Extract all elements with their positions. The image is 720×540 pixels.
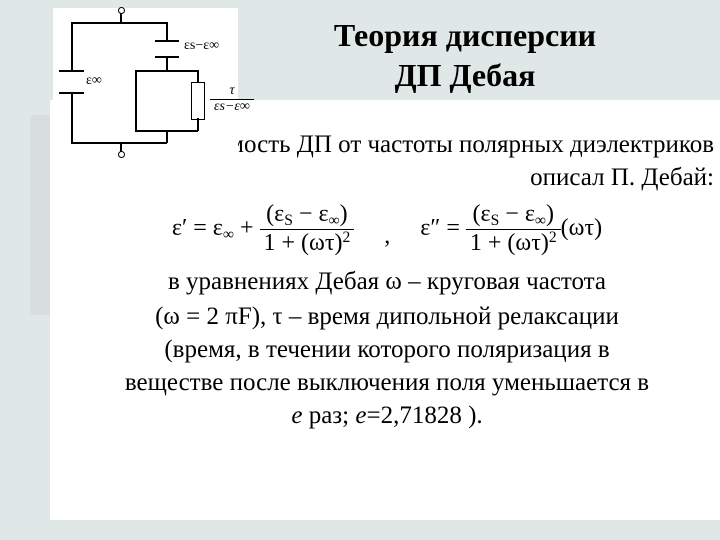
equation-eps-prime: ε′ = ε∞ + (εS − ε∞) 1 + (ωτ)2	[172, 202, 354, 257]
debye-equations: ε′ = ε∞ + (εS − ε∞) 1 + (ωτ)2 , ε″ = (εS…	[60, 202, 714, 257]
equation-eps-double-prime: ε″ = (εS − ε∞) 1 + (ωτ)2 (ωτ)	[420, 202, 602, 257]
title-line-1: Теория дисперсии	[334, 17, 596, 53]
slide-title: Теория дисперсии ДП Дебая	[220, 15, 710, 95]
title-line-2: ДП Дебая	[395, 57, 536, 93]
debye-note: в уравнениях Дебая ω – круговая частота	[60, 265, 714, 298]
relaxation-note: (ω = 2 πF), τ – время дипольной релаксац…	[120, 300, 654, 432]
label-eps-s-minus-inf: εs−ε∞	[184, 38, 219, 54]
res-den: εs−ε∞	[210, 99, 254, 115]
debye-circuit-diagram: ε∞ εs−ε∞ τ εs−ε∞	[53, 8, 238, 158]
label-resistor-value: τ εs−ε∞	[210, 84, 254, 114]
equation-separator: ,	[384, 221, 390, 257]
res-num: τ	[210, 84, 254, 99]
label-eps-inf: ε∞	[86, 73, 102, 89]
slide-body: Зависимость ДП от частоты полярных диэле…	[60, 128, 714, 432]
